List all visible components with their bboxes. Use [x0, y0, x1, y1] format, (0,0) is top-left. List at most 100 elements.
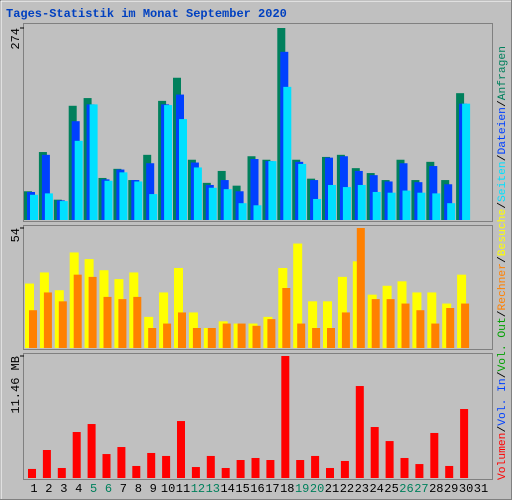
bar: [429, 166, 438, 220]
legend-separator: /: [497, 371, 509, 378]
y-tick-label: 11.46 MB: [9, 356, 23, 414]
x-tick-label: 23: [355, 482, 369, 496]
bar: [462, 103, 471, 220]
bar: [387, 192, 396, 220]
x-tick-label: 7: [120, 482, 127, 496]
bar: [28, 468, 36, 478]
bar: [461, 303, 470, 348]
bar: [340, 460, 349, 478]
x-tick-label: 2: [45, 482, 52, 496]
bar: [43, 292, 52, 348]
bar: [162, 455, 171, 478]
bar: [102, 454, 111, 478]
bar: [341, 312, 350, 348]
bar: [296, 460, 305, 478]
bar: [74, 140, 83, 220]
bar: [417, 192, 426, 220]
bar: [147, 452, 156, 478]
legend-entry: Vol. Out: [497, 317, 509, 371]
x-tick-label: 28: [429, 482, 443, 496]
bar: [221, 467, 230, 478]
x-tick-label: 21: [325, 482, 339, 496]
bar: [57, 467, 66, 478]
bar: [445, 465, 454, 478]
bar: [402, 190, 411, 220]
bar: [58, 301, 67, 348]
x-tick-label: 10: [161, 482, 175, 496]
bar: [460, 409, 469, 478]
bar: [164, 105, 173, 220]
bar: [327, 328, 335, 348]
x-tick-label: 15: [235, 482, 249, 496]
bar: [328, 184, 336, 220]
bar: [297, 323, 306, 348]
x-tick-label: 24: [369, 482, 383, 496]
legend-entry: Dateien: [497, 107, 509, 154]
bar: [356, 228, 365, 348]
legend-separator: /: [497, 310, 509, 317]
bar: [87, 424, 96, 478]
legend-entry: Besuche: [497, 209, 509, 257]
bar: [283, 86, 292, 220]
bar: [59, 201, 68, 220]
bar: [238, 203, 247, 220]
bar: [30, 194, 38, 220]
bar: [298, 163, 307, 220]
x-tick-label: 30: [459, 482, 473, 496]
x-tick-label: 13: [206, 482, 220, 496]
bar: [432, 193, 441, 220]
x-tick-label: 3: [60, 482, 67, 496]
bar: [89, 104, 98, 220]
chart-title: Tages-Statistik im Monat September 2020: [6, 7, 287, 21]
bar: [159, 292, 169, 348]
bar: [250, 159, 259, 220]
bar: [370, 427, 379, 478]
bar: [222, 323, 231, 348]
bar: [267, 319, 276, 348]
bar: [177, 421, 185, 478]
x-tick-label: 6: [105, 482, 112, 496]
x-tick-label: 20: [310, 482, 324, 496]
x-tick-label: 19: [295, 482, 309, 496]
bar: [268, 161, 277, 220]
bar: [282, 288, 291, 348]
x-tick-label: 1: [30, 482, 37, 496]
bar: [251, 457, 260, 478]
x-tick-label: 25: [384, 482, 398, 496]
x-tick-label: 18: [280, 482, 294, 496]
bar: [385, 441, 394, 478]
x-tick-label: 8: [135, 482, 142, 496]
bar: [117, 447, 126, 478]
bar: [29, 310, 37, 348]
x-tick-label: 11: [176, 482, 190, 496]
bar: [371, 299, 380, 348]
x-tick-label: 4: [75, 482, 82, 496]
legend-separator: /: [497, 154, 509, 161]
x-tick-label: 22: [340, 482, 354, 496]
bar: [313, 198, 322, 220]
bar: [416, 310, 425, 348]
bar: [41, 154, 50, 220]
legend-separator: /: [497, 100, 509, 107]
x-tick-label: 17: [265, 482, 279, 496]
bar: [326, 467, 334, 478]
y-tick-label: 274: [9, 28, 23, 50]
bar: [104, 180, 113, 220]
x-tick-label: 12: [191, 482, 205, 496]
x-tick-label: 9: [150, 482, 157, 496]
bar: [133, 296, 142, 348]
bar: [355, 386, 364, 478]
bar: [163, 323, 172, 348]
bar: [311, 455, 320, 478]
bar: [146, 163, 155, 220]
bar: [236, 460, 245, 478]
x-tick-label: 31: [474, 482, 488, 496]
x-tick-label: 29: [444, 482, 458, 496]
bar: [342, 187, 351, 220]
bar: [88, 276, 97, 348]
bar: [149, 194, 158, 220]
x-tick-label: 16: [250, 482, 264, 496]
bar: [103, 296, 112, 348]
legend-entry: Anfragen: [497, 46, 509, 100]
